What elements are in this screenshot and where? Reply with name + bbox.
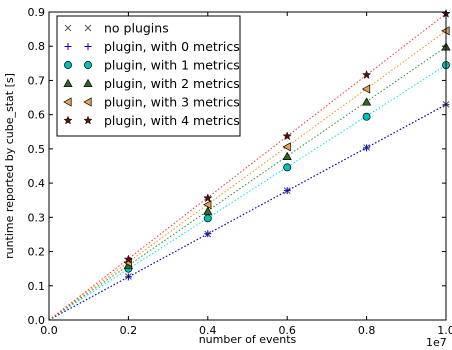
legend-marker	[63, 115, 73, 125]
legend-marker	[83, 115, 93, 125]
legend-marker	[64, 61, 72, 69]
legend-label: plugin, with 2 metrics	[104, 76, 240, 91]
data-point-series-3	[282, 151, 292, 160]
x-tick-label: 0.8	[358, 324, 376, 337]
y-tick-label: 0.7	[28, 74, 46, 87]
legend-marker	[84, 43, 92, 50]
legend-box	[56, 15, 241, 137]
fit-line-series-5	[48, 13, 447, 321]
fit-lines	[48, 13, 447, 321]
data-point-series-3	[362, 97, 372, 106]
legend-label: plugin, with 0 metrics	[104, 39, 240, 54]
y-tick-label: 0.6	[28, 109, 46, 122]
data-point-series-5	[361, 70, 372, 79]
data-point-series-1	[363, 144, 371, 152]
legend-label: plugin, with 3 metrics	[104, 95, 240, 110]
legend-marker	[64, 24, 72, 32]
x-tick-label: 0.0	[40, 324, 58, 337]
y-tick-label: 0.5	[28, 143, 46, 156]
legend-marker	[84, 61, 92, 69]
legend-label: plugin, with 1 metrics	[104, 58, 240, 73]
data-point-series-5	[282, 131, 292, 141]
data-point-series-5	[123, 254, 134, 264]
y-tick-label: 0.9	[28, 6, 46, 19]
data-point-series-1	[283, 187, 291, 195]
fit-line-series-4	[48, 30, 447, 321]
axis-ticks: 0.0 0.2 0.4 0.6 0.8 1.0 0.0 0.1 0.2 0.3 0.4 0.5 0.6 0…	[28, 6, 452, 337]
y-tick-label: 0.2	[28, 246, 46, 259]
legend-marker	[63, 97, 72, 107]
y-tick-label: 0.1	[28, 280, 46, 293]
x-tick-label: 1.0	[437, 324, 452, 337]
x-axis-label: number of events	[199, 333, 297, 346]
data-point-series-4	[203, 200, 212, 210]
data-point-series-1	[204, 230, 212, 238]
data-point-series-4	[361, 84, 371, 94]
legend: no plugins plugin, with 0 metrics plugin, …	[56, 15, 241, 137]
y-tick-label: 0.0	[28, 314, 46, 327]
data-point-series-1	[124, 273, 132, 281]
x-tick-label: 0.4	[199, 324, 217, 337]
x-offset-label: 1e7	[426, 336, 447, 349]
legend-label: no plugins	[104, 21, 169, 36]
data-point-series-2	[362, 112, 371, 121]
legend-marker	[64, 43, 72, 50]
fit-line-series-2	[48, 64, 447, 321]
x-tick-label: 0.2	[120, 324, 138, 337]
x-tick-label: 0.6	[278, 324, 296, 337]
legend-marker	[83, 78, 93, 88]
fit-line-series-1	[48, 104, 447, 321]
data-point-series-4	[282, 142, 291, 152]
plot-frame	[48, 11, 447, 321]
data-point-series-3	[203, 206, 213, 215]
legend-marker	[63, 78, 73, 88]
legend-label: plugin, with 4 metrics	[104, 113, 240, 128]
legend-marker	[83, 97, 92, 107]
data-point-series-2	[203, 214, 212, 223]
y-axis-label: runtime reported by cube_stat [s]	[3, 73, 16, 259]
y-tick-label: 0.3	[28, 211, 46, 224]
y-tick-label: 0.8	[28, 40, 46, 53]
y-tick-label: 0.4	[28, 177, 46, 190]
legend-marker	[84, 24, 92, 32]
data-point-series-2	[283, 163, 292, 172]
data-point-series-5	[203, 193, 213, 203]
